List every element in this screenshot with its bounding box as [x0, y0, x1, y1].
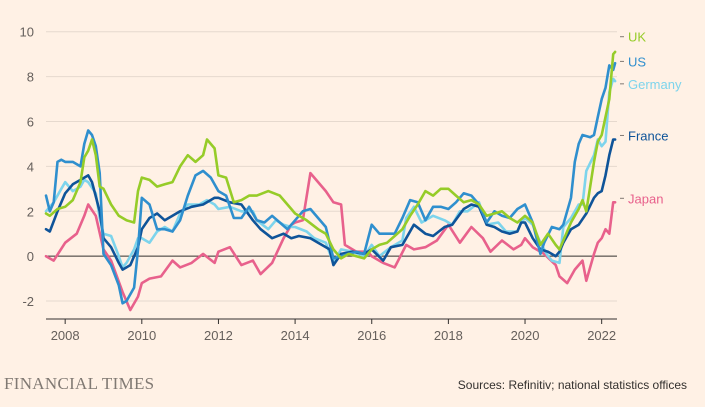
brand-logo-text: FINANCIAL TIMES [4, 374, 155, 393]
x-axis: 2008 2010 2012 2014 2016 2018 2020 2022 [46, 318, 617, 343]
y-tick-label: 6 [27, 115, 34, 130]
x-tick-label: 2008 [51, 328, 80, 343]
series-label-uk: UK [628, 30, 646, 45]
series-line-germany [44, 77, 617, 269]
series-line-france [44, 138, 617, 271]
series-line-japan [44, 171, 617, 312]
y-tick-label: -2 [22, 294, 34, 309]
series-label-us: US [628, 54, 646, 69]
series-label-japan: Japan [628, 191, 663, 206]
series-line-us [44, 61, 617, 305]
source-note: Sources: Refinitiv; national statistics … [457, 378, 687, 392]
x-tick-label: 2016 [357, 328, 386, 343]
series-lines [44, 50, 617, 312]
x-tick-label: 2022 [587, 328, 616, 343]
x-tick-label: 2010 [127, 328, 156, 343]
x-tick-label: 2020 [511, 328, 540, 343]
y-tick-label: 10 [20, 25, 34, 40]
series-label-france: France [628, 128, 668, 143]
y-axis-ticks: -2 0 2 4 6 8 10 [20, 25, 34, 309]
series-line-uk [44, 50, 617, 260]
series-labels: Japan Germany France US UK [620, 30, 682, 206]
series-label-germany: Germany [628, 77, 682, 92]
y-tick-label: 2 [27, 204, 34, 219]
y-tick-label: 8 [27, 70, 34, 85]
y-tick-label: 0 [27, 249, 34, 264]
x-tick-label: 2012 [204, 328, 233, 343]
x-tick-label: 2014 [281, 328, 310, 343]
x-tick-label: 2018 [434, 328, 463, 343]
y-tick-label: 4 [27, 159, 34, 174]
